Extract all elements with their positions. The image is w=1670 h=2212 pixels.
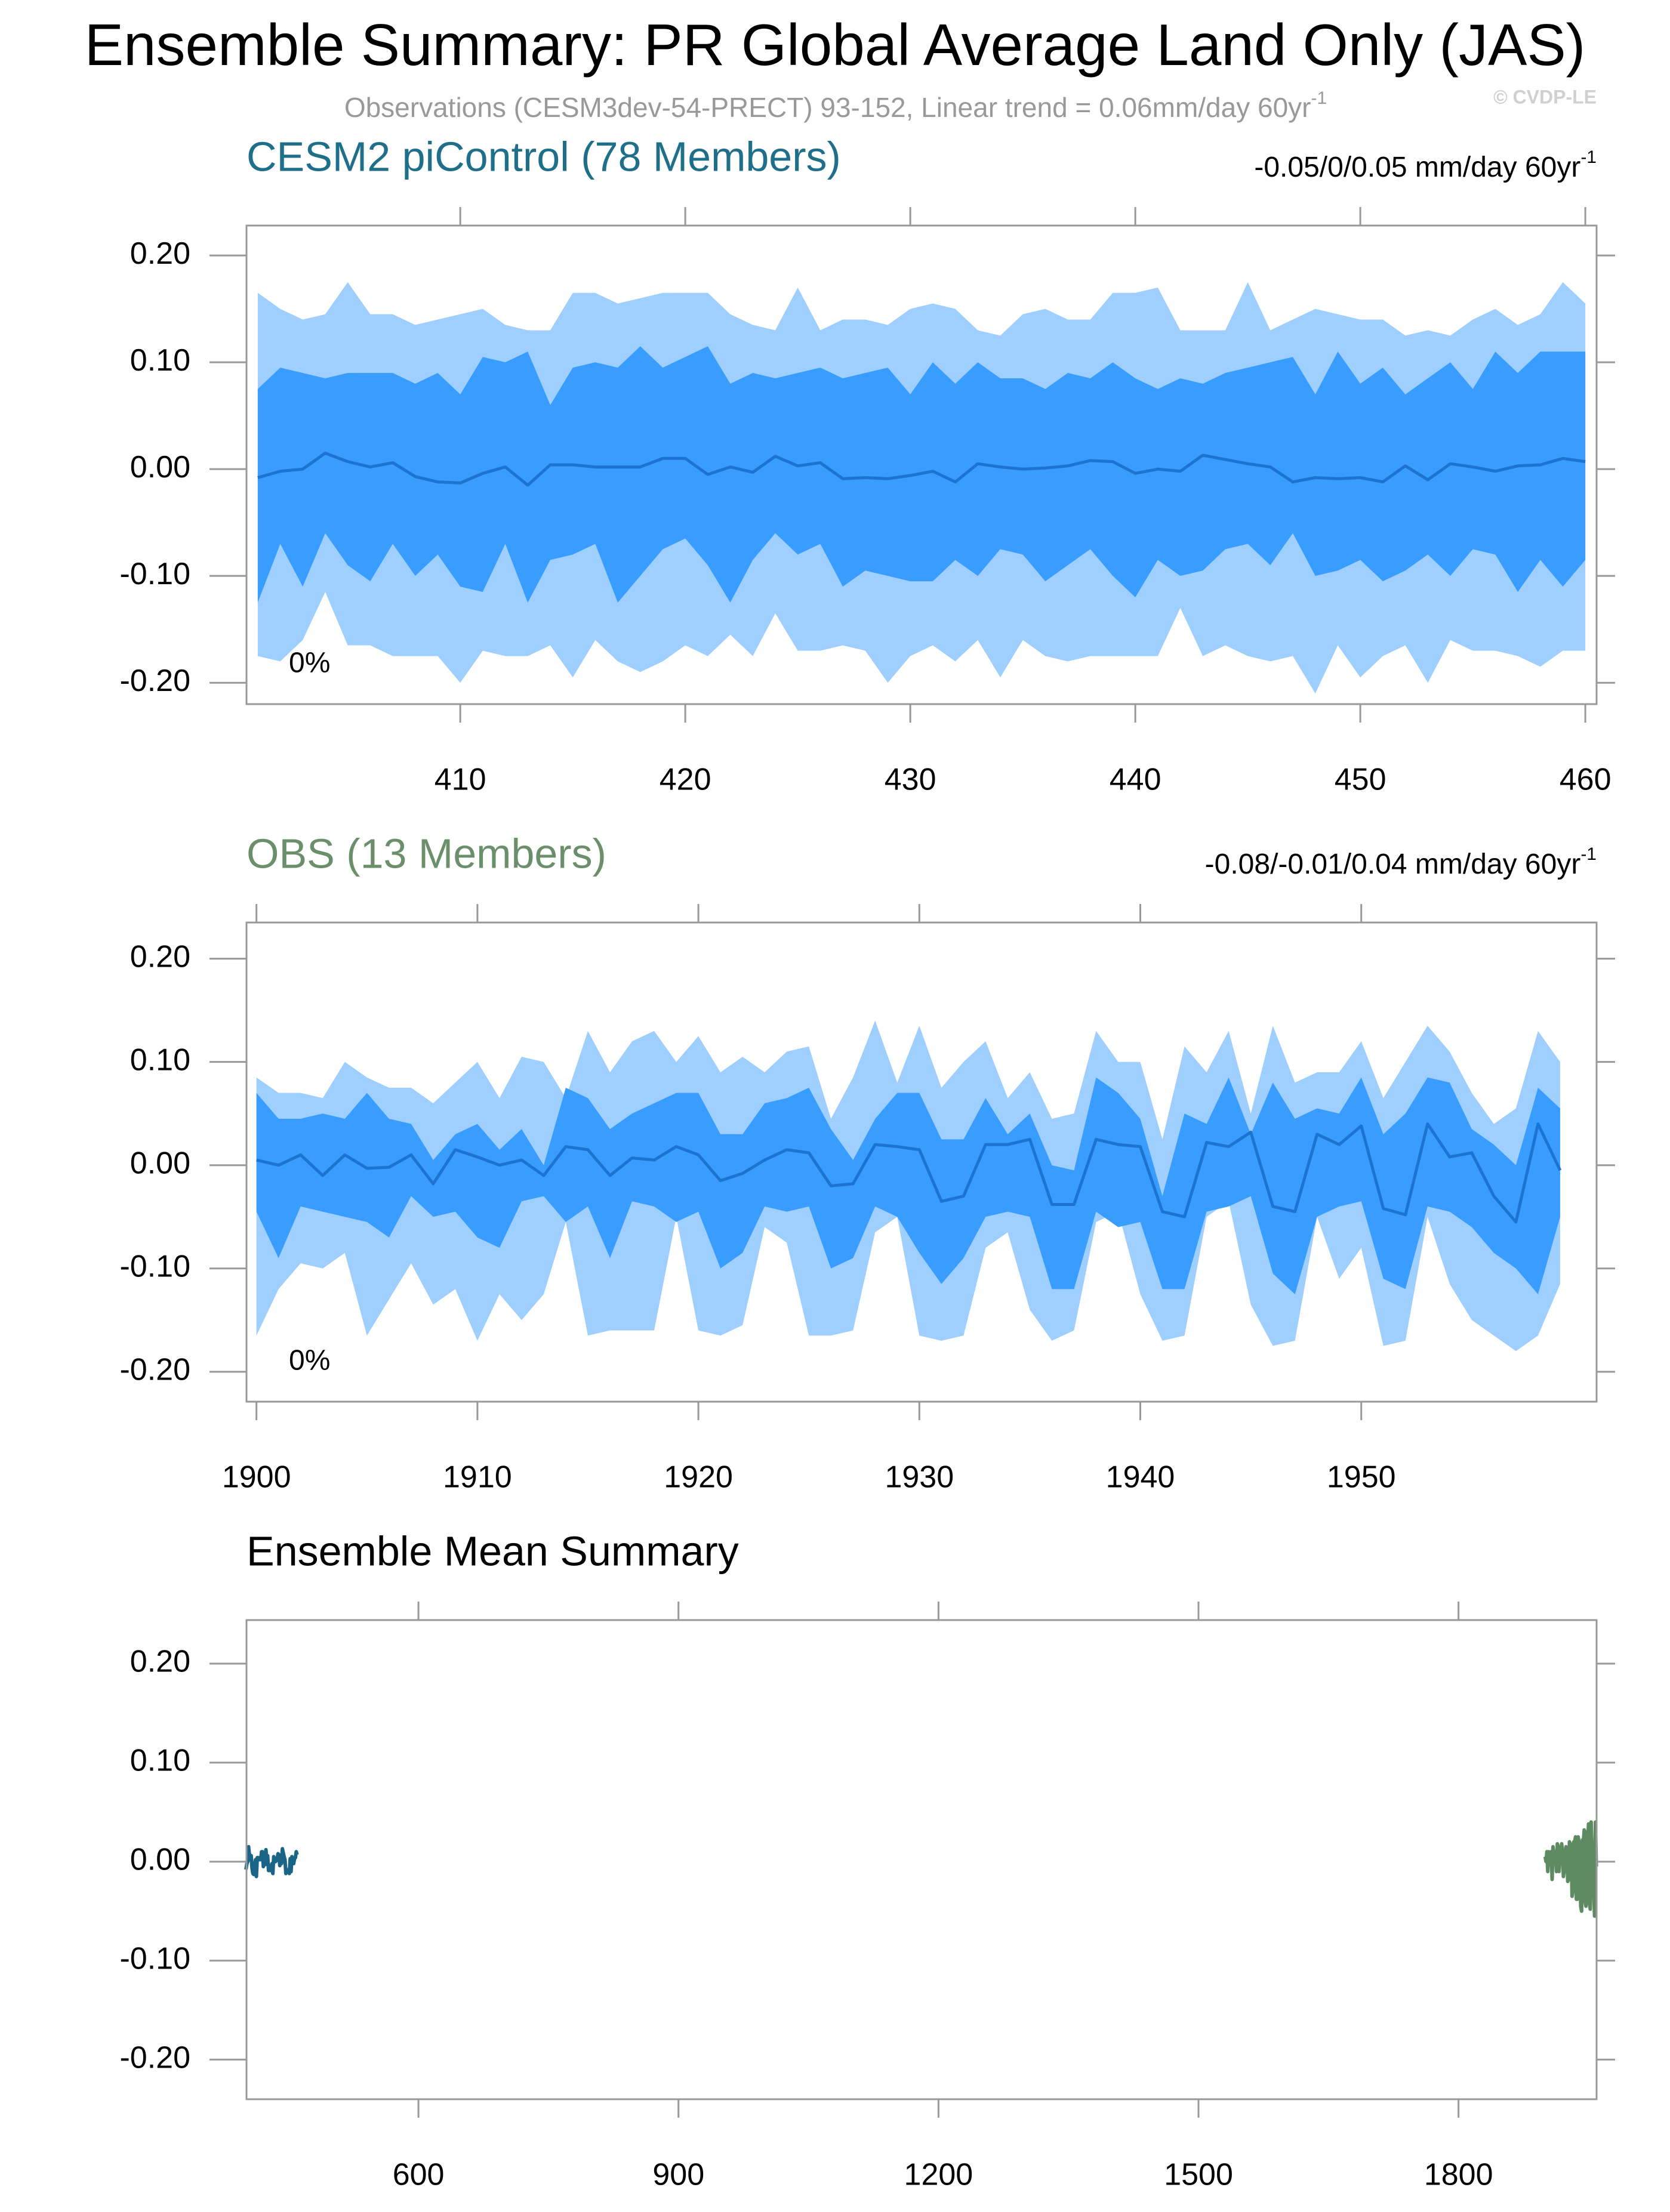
y-tick-label: -0.20 xyxy=(119,1353,190,1387)
annotation: 0% xyxy=(289,647,330,679)
trend-text: -0.08/-0.01/0.04 mm/day 60yr xyxy=(1205,849,1581,880)
range-band xyxy=(256,1077,1560,1295)
annotation: 0% xyxy=(289,1345,330,1377)
y-tick-label: 0.10 xyxy=(130,1744,190,1778)
main-title: Ensemble Summary: PR Global Average Land… xyxy=(85,12,1586,78)
x-tick-label: 1930 xyxy=(885,1460,954,1495)
trend-exponent: -1 xyxy=(1580,147,1597,167)
x-tick-label: 1950 xyxy=(1327,1460,1396,1495)
x-tick-label: 410 xyxy=(435,763,486,797)
y-tick-label: 0.20 xyxy=(130,939,190,974)
x-tick-label: 600 xyxy=(393,2158,445,2192)
plot-frame xyxy=(245,1619,1598,2100)
y-tick-label: 0.00 xyxy=(130,1146,190,1180)
y-tick-label: -0.20 xyxy=(119,2040,190,2075)
y-tick-label: 0.00 xyxy=(130,450,190,485)
y-tick-label: 0.00 xyxy=(130,1843,190,1877)
credit: © CVDP-LE xyxy=(1493,86,1597,107)
x-tick-label: 460 xyxy=(1560,763,1612,797)
panel: OBS (13 Members) -0.08/-0.01/0.04 mm/day … xyxy=(119,830,1615,1495)
x-tick-label: 450 xyxy=(1335,763,1386,797)
y-tick-label: -0.10 xyxy=(119,1249,190,1284)
x-tick-label: 1940 xyxy=(1106,1460,1175,1495)
y-tick-label: 0.10 xyxy=(130,343,190,378)
x-tick-label: 1920 xyxy=(664,1460,733,1495)
trend-text: -0.05/0/0.05 mm/day 60yr xyxy=(1254,152,1580,183)
mean-line xyxy=(257,451,1586,487)
plot-frame xyxy=(245,921,1598,1403)
y-tick-label: -0.10 xyxy=(119,557,190,591)
y-tick-label: -0.10 xyxy=(119,1941,190,1976)
panel-title: Ensemble Mean Summary xyxy=(247,1528,739,1574)
x-tick-label: 430 xyxy=(885,763,936,797)
plot-frame xyxy=(245,224,1598,705)
y-tick-label: 0.20 xyxy=(130,1645,190,1679)
x-tick-label: 1200 xyxy=(904,2158,973,2192)
x-tick-label: 420 xyxy=(660,763,711,797)
mean-line xyxy=(1543,1820,1598,1918)
panel: Ensemble Mean Summary 0.20 0.10 0.00 -0.10 -0… xyxy=(119,1528,1615,2192)
x-tick-label: 1500 xyxy=(1164,2158,1233,2192)
mean-line xyxy=(244,1844,299,1878)
trend-label: -0.05/0/0.05 mm/day 60yr-1 xyxy=(1254,147,1597,183)
subtitle-exponent: -1 xyxy=(1311,88,1327,108)
x-tick-label: 1910 xyxy=(443,1460,512,1495)
x-tick-label: 440 xyxy=(1110,763,1161,797)
trend-label: -0.08/-0.01/0.04 mm/day 60yr-1 xyxy=(1205,844,1597,880)
subtitle: Observations (CESM3dev-54-PRECT) 93-152,… xyxy=(344,88,1327,123)
trend-exponent: -1 xyxy=(1580,844,1597,864)
panel-title: OBS (13 Members) xyxy=(247,830,606,877)
panel: CESM2 piControl (78 Members) -0.05/0/0.05… xyxy=(119,133,1615,797)
x-tick-label: 900 xyxy=(652,2158,704,2192)
x-tick-label: 1800 xyxy=(1424,2158,1493,2192)
subtitle-text: Observations (CESM3dev-54-PRECT) 93-152,… xyxy=(344,92,1311,123)
mean-line xyxy=(256,1122,1562,1224)
panel-title: CESM2 piControl (78 Members) xyxy=(247,133,841,180)
y-tick-label: 0.10 xyxy=(130,1042,190,1077)
x-tick-label: 1900 xyxy=(222,1460,291,1495)
y-tick-label: 0.20 xyxy=(130,236,190,271)
y-tick-label: -0.20 xyxy=(119,664,190,698)
